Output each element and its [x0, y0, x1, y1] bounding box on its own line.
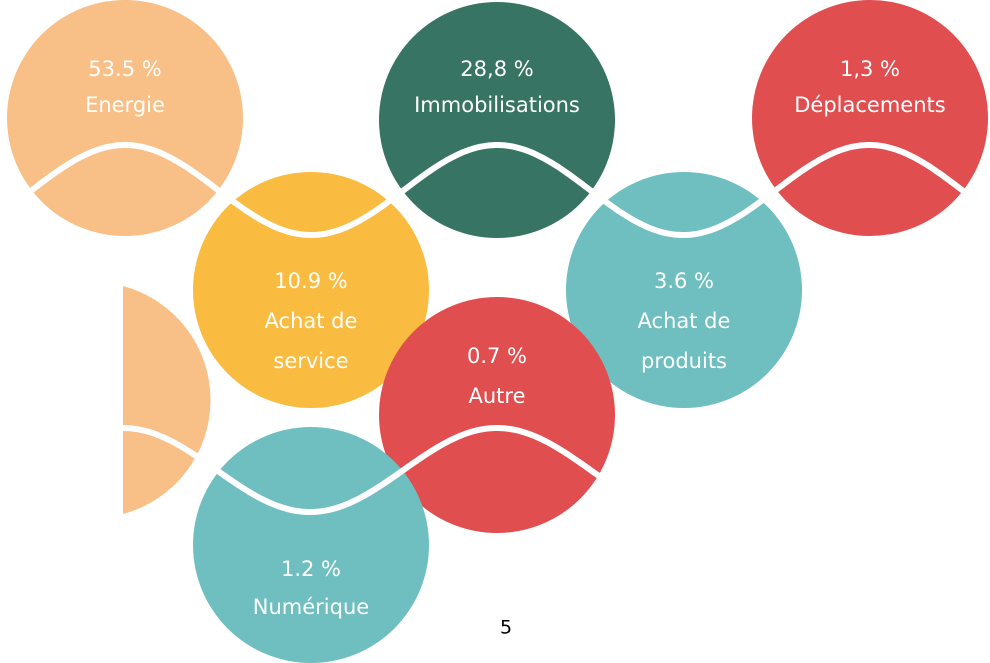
page-number: 5	[500, 617, 512, 639]
node-value: 0.7 %	[467, 344, 527, 368]
circle-immobilisations	[379, 2, 615, 238]
node-label: Autre	[468, 384, 525, 408]
circles	[7, 0, 988, 663]
wave	[28, 142, 968, 238]
node-label: Déplacements	[794, 93, 945, 117]
node-label: Achat de service	[265, 309, 358, 373]
node-label: Numérique	[253, 595, 369, 619]
circle-deplacements	[752, 0, 988, 236]
node-value: 10.9 %	[274, 269, 347, 293]
circle-numerique	[193, 427, 429, 663]
circle-achat-service	[193, 172, 429, 408]
node-value: 1.2 %	[281, 557, 341, 581]
wave	[122, 425, 602, 515]
node-value: 53.5 %	[88, 57, 161, 81]
node-value: 1,3 %	[840, 57, 900, 81]
circle-achat-produits	[566, 172, 802, 408]
circle-autre	[379, 297, 615, 533]
circle-energie	[7, 0, 243, 236]
node-label: Immobilisations	[414, 93, 580, 117]
half-circle	[123, 286, 211, 514]
node-label: Energie	[85, 93, 165, 117]
node-label: Achat de produits	[638, 309, 731, 373]
node-value: 3.6 %	[654, 269, 714, 293]
node-value: 28,8 %	[460, 57, 533, 81]
